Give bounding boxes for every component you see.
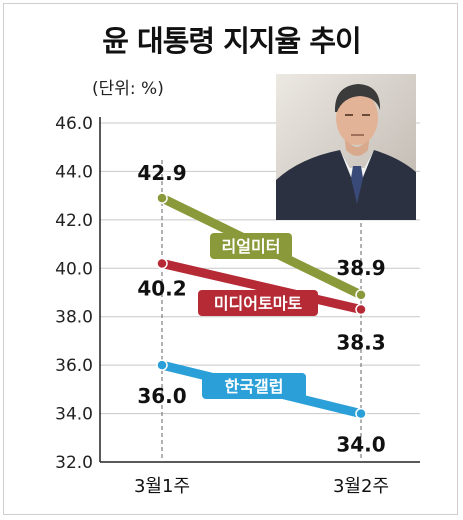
- y-tick-label: 34.0: [55, 405, 93, 425]
- y-tick-label: 46.0: [55, 114, 93, 134]
- y-tick-label: 36.0: [55, 356, 93, 376]
- data-label: 38.3: [336, 330, 385, 354]
- series-line: [157, 258, 366, 314]
- data-label: 40.2: [137, 276, 186, 300]
- series-tag: [198, 290, 318, 316]
- y-tick-label: 42.0: [55, 211, 93, 231]
- data-point: [156, 359, 168, 371]
- data-point: [156, 257, 168, 270]
- series-tag: [210, 233, 292, 259]
- data-point: [355, 407, 367, 420]
- data-label: 38.9: [336, 256, 385, 280]
- series-name-label: 한국갤럽: [225, 377, 284, 396]
- data-label: 36.0: [137, 384, 186, 408]
- x-tick-label: 3월1주: [134, 476, 190, 497]
- chart-title: 윤 대통령 지지율 추이: [102, 24, 361, 58]
- data-label: 42.9: [137, 161, 186, 185]
- y-tick-label: 32.0: [55, 453, 93, 473]
- data-point: [355, 303, 367, 316]
- series-tag: [202, 373, 306, 399]
- president-portrait-photo: [276, 74, 416, 220]
- unit-label: (단위: %): [92, 79, 164, 99]
- y-tick-label: 44.0: [55, 162, 93, 182]
- series-name-label: 미디어토마토: [214, 294, 303, 313]
- series-name-label: 리얼미터: [222, 237, 281, 256]
- data-point: [355, 289, 367, 301]
- label-layer: 42.9 38.9 리얼미터 40.2 38.3 미디어토마토 36.0 34.0 한국갤럽: [137, 161, 385, 457]
- y-tick-label: 38.0: [55, 308, 93, 328]
- data-label: 34.0: [336, 433, 385, 457]
- data-point: [156, 192, 168, 204]
- x-tick-label: 3월2주: [333, 476, 389, 497]
- y-tick-label: 40.0: [55, 259, 93, 279]
